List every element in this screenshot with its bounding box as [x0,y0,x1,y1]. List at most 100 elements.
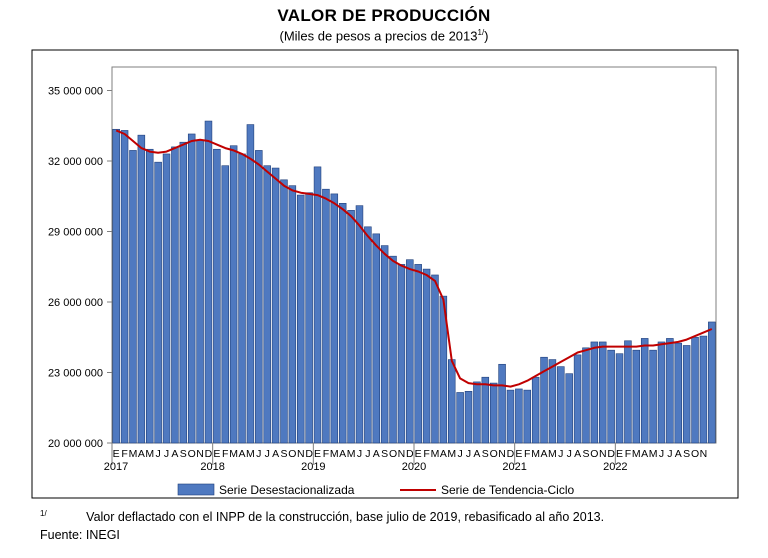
x-month-label: J [659,448,664,460]
x-month-label: N [398,448,406,460]
x-month-label: J [466,448,471,460]
bar [137,134,146,444]
x-month-label: F [323,448,329,460]
bar [263,165,271,444]
bar [422,268,431,444]
x-year-label: 2021 [502,461,526,473]
x-year-label: 2018 [200,461,224,473]
bar [431,274,439,444]
bar [238,153,246,444]
x-month-label: M [447,448,456,460]
footnote: 1/ Valor deflactado con el INPP de la co… [40,509,604,524]
bar [531,376,540,444]
bar [146,148,154,444]
x-month-label: J [567,448,572,460]
bar [213,148,221,444]
x-month-label: M [229,448,238,460]
bar [120,130,129,444]
legend-line-label: Serie de Tendencia-Ciclo [441,483,575,497]
bar [632,349,641,444]
x-month-label: M [129,448,138,460]
y-tick-label: 29 000 000 [48,227,103,239]
x-month-label: S [280,448,287,460]
subtitle-close: ) [484,28,489,44]
x-year-label: 2022 [603,461,627,473]
x-month-label: A [641,448,648,460]
bar [406,259,414,444]
bar [204,120,213,444]
bar [607,349,615,444]
x-month-label: M [145,448,154,460]
bar [590,341,599,444]
bar [448,359,456,444]
bar [154,161,162,444]
y-tick-label: 32 000 000 [48,156,103,168]
x-month-label: D [406,448,414,460]
bar [456,392,464,444]
bar [481,376,490,444]
source-note: Fuente: INEGI [40,528,120,542]
x-year-label: 2020 [402,461,426,473]
bar [246,124,255,444]
x-month-label: A [272,448,279,460]
x-year-label: 2017 [104,461,128,473]
x-month-label: A [373,448,380,460]
bar [179,141,188,444]
bar [708,321,716,444]
bar [129,150,137,444]
x-month-label: J [256,448,261,460]
bar [305,192,313,444]
x-month-label: S [582,448,589,460]
x-month-label: M [330,448,339,460]
bar [439,295,448,444]
x-month-label: J [667,448,672,460]
bar [548,359,557,444]
y-tick-label: 23 000 000 [48,368,103,380]
x-month-label: A [339,448,346,460]
x-month-label: J [458,448,463,460]
bar [229,145,238,444]
bar [582,347,590,444]
x-month-label: J [156,448,161,460]
subtitle-footnote-marker: 1/ [477,28,485,37]
subtitle-text: (Miles de pesos a precios de 2013 [279,28,478,44]
x-month-label: M [649,448,658,460]
bar [338,203,347,444]
bar [162,153,171,444]
x-month-label: S [683,448,690,460]
bar [573,354,582,444]
bar [112,128,120,444]
bar [372,233,380,444]
x-month-label: E [314,448,321,460]
x-month-label: D [507,448,515,460]
plot-area [111,66,717,444]
x-month-label: F [625,448,631,460]
bar [599,341,607,444]
x-month-label: A [239,448,246,460]
x-month-label: F [121,448,127,460]
bar [691,336,699,444]
bar [473,381,481,444]
bar [347,210,355,444]
bar [565,373,573,444]
x-month-label: O [288,448,296,460]
bar [171,146,179,444]
bar [389,255,397,444]
legend-bar-label: Serie Desestacionalizada [219,483,355,497]
x-month-label: D [205,448,213,460]
bar [414,264,422,444]
bar [297,194,305,444]
x-month-label: N [196,448,204,460]
bar [280,179,288,444]
x-month-label: E [616,448,623,460]
x-year-label: 2019 [301,461,325,473]
x-month-label: O [490,448,498,460]
x-month-label: D [607,448,615,460]
x-month-label: S [180,448,187,460]
bar [657,341,666,444]
x-month-label: O [590,448,598,460]
bar [187,133,196,444]
bar [489,382,498,444]
bar [380,245,389,444]
x-month-label: M [246,448,255,460]
